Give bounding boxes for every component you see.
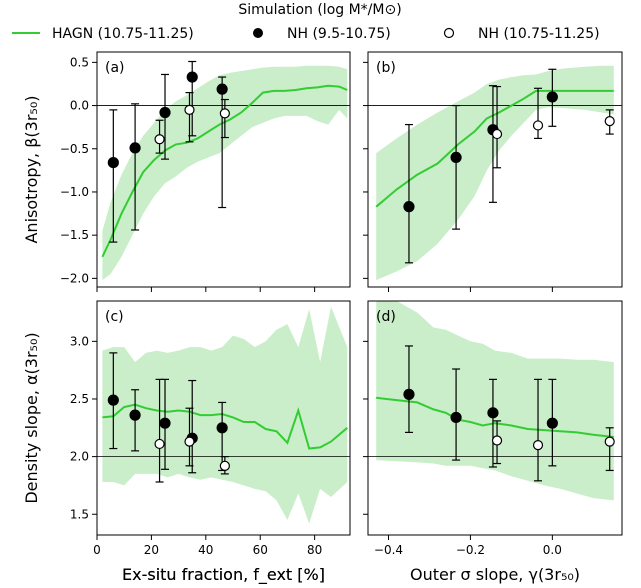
nh-low-point xyxy=(403,388,415,400)
nh-low-point xyxy=(159,106,171,119)
nh-high-point xyxy=(491,435,503,446)
plot-area xyxy=(368,65,622,281)
nh-low-point xyxy=(107,394,119,406)
y-tick-label: 1.5 xyxy=(70,507,89,521)
hagn-line xyxy=(375,89,614,208)
y-tick-label: 3.0 xyxy=(70,334,89,348)
panel-4: −0.4 −0.2 0.0 (d) Outer σ slope, γ(3r₅₀) xyxy=(363,300,623,584)
nh-high-point xyxy=(604,116,615,127)
nh-low-point xyxy=(129,142,141,154)
y-tick-label: 0.0 xyxy=(70,99,89,113)
y-tick-label: −0.5 xyxy=(60,142,89,156)
y-tick-label: 2.0 xyxy=(70,450,89,464)
panel-frame xyxy=(96,51,351,288)
nh-low-point xyxy=(546,91,558,103)
nh-high-point xyxy=(184,436,195,447)
panel-label: (a) xyxy=(105,60,125,76)
nh-high-point xyxy=(219,460,230,471)
x-tick-label: 40 xyxy=(198,543,213,557)
nh-low-point xyxy=(129,409,141,421)
y-tick-label: 0.5 xyxy=(70,55,89,69)
nh-high-point xyxy=(604,436,615,447)
x-tick-label: 60 xyxy=(253,543,268,557)
x-tick-label: 0 xyxy=(93,543,101,557)
plot-area xyxy=(97,60,350,281)
nh-high-point xyxy=(184,104,195,115)
panel-frame xyxy=(96,300,351,536)
panel-2: (b) xyxy=(363,51,623,292)
nh-low-point xyxy=(216,422,228,434)
x-tick-label: 0.0 xyxy=(543,543,562,557)
nh-high-point xyxy=(532,439,544,451)
nh-low-point xyxy=(159,417,171,429)
x-tick-label: 20 xyxy=(144,543,159,557)
legend-filled-marker xyxy=(253,28,263,38)
x-tick-label: −0.2 xyxy=(456,543,485,557)
legend-label-nh-high: NH (10.75-11.25) xyxy=(478,26,600,42)
panel-1: −2.0 −1.5 −1.0 −0.5 0.0 0.5 (a) Ex-situ fractio… xyxy=(22,51,351,585)
legend-entry-hagn: HAGN (10.75-11.25) xyxy=(12,26,194,42)
nh-low-point xyxy=(450,411,462,424)
x-axis-label: Ex-situ fraction, f_ext [%] xyxy=(122,565,325,585)
nh-high-point xyxy=(532,120,544,131)
panel-frame xyxy=(367,51,623,288)
legend-label-nh-low: NH (9.5-10.75) xyxy=(287,26,391,42)
y-tick-label: 2.5 xyxy=(70,392,89,406)
y-tick-label: −1.0 xyxy=(60,185,89,199)
nh-low-point xyxy=(107,156,119,169)
panel-frame xyxy=(367,300,623,536)
y-tick-label: −1.5 xyxy=(60,228,89,242)
nh-low-point xyxy=(487,407,499,419)
x-tick-label: 80 xyxy=(307,543,322,557)
plot-area xyxy=(97,306,350,524)
panel-label: (d) xyxy=(376,309,396,325)
plot-area xyxy=(368,301,622,501)
hagn-band xyxy=(376,65,614,281)
legend-label-hagn: HAGN (10.75-11.25) xyxy=(52,26,194,42)
panel-label: (c) xyxy=(105,309,124,325)
legend-entry-nh-low: NH (9.5-10.75) xyxy=(253,26,391,42)
nh-high-point xyxy=(154,134,165,145)
panel-3: 0 20 40 60 80 1.5 2.0 2.5 3.0 (c) Ex-situ fraction… xyxy=(22,300,351,585)
nh-low-point xyxy=(450,151,462,164)
nh-high-point xyxy=(491,128,503,140)
legend-entry-nh-high: NH (10.75-11.25) xyxy=(443,26,600,42)
nh-high-point xyxy=(154,438,165,450)
hagn-band xyxy=(376,301,614,501)
hagn-line xyxy=(376,396,614,438)
y-axis-label: Anisotropy, β(3r₅₀) xyxy=(22,95,41,243)
y-axis-label: Density slope, α(3r₅₀) xyxy=(22,332,41,503)
nh-high-point xyxy=(219,108,230,119)
legend-title: Simulation (log M*/M⊙) xyxy=(238,2,401,18)
hagn-band xyxy=(102,65,348,281)
panels: −2.0 −1.5 −1.0 −0.5 0.0 0.5 (a) Ex-situ fractio… xyxy=(22,51,623,585)
legend-open-marker xyxy=(443,27,455,39)
nh-low-point xyxy=(546,417,558,429)
nh-low-point xyxy=(403,201,415,213)
x-axis-label: Outer σ slope, γ(3r₅₀) xyxy=(410,565,580,584)
x-axis-label: Ex-situ fraction, f_ext [%] xyxy=(122,565,325,585)
nh-low-point xyxy=(186,71,198,83)
nh-low-point xyxy=(216,83,228,95)
y-tick-label: −2.0 xyxy=(60,271,89,285)
legend: Simulation (log M*/M⊙) HAGN (10.75-11.25… xyxy=(12,2,600,42)
x-tick-label: −0.4 xyxy=(374,543,403,557)
panel-label: (b) xyxy=(376,60,396,76)
